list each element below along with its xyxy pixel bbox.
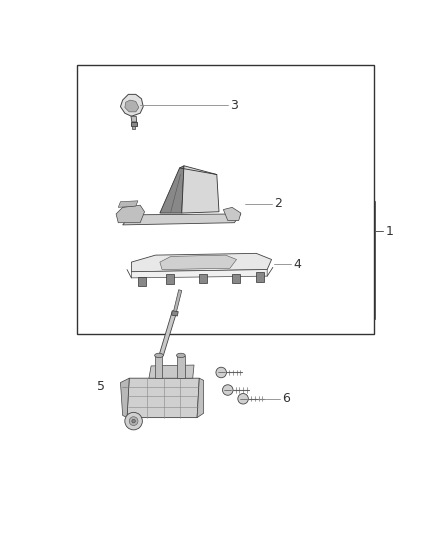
Text: 1: 1 [385, 225, 393, 238]
Polygon shape [131, 116, 137, 122]
Polygon shape [159, 312, 177, 356]
Circle shape [129, 417, 138, 425]
Bar [199, 273, 207, 283]
Bar [138, 277, 146, 286]
Bar [166, 274, 174, 284]
Polygon shape [149, 365, 194, 378]
Polygon shape [173, 290, 182, 313]
Polygon shape [116, 205, 145, 223]
Polygon shape [131, 122, 137, 126]
Polygon shape [223, 207, 241, 221]
Polygon shape [155, 356, 162, 378]
Circle shape [125, 413, 142, 430]
Polygon shape [177, 356, 185, 378]
Polygon shape [132, 126, 135, 128]
Text: 6: 6 [283, 392, 290, 405]
Circle shape [132, 419, 135, 423]
Text: 4: 4 [293, 258, 301, 271]
Polygon shape [182, 166, 219, 213]
Polygon shape [131, 270, 267, 278]
Polygon shape [120, 94, 143, 116]
Circle shape [238, 393, 248, 404]
Polygon shape [160, 255, 237, 270]
Polygon shape [118, 201, 138, 207]
Text: 5: 5 [97, 381, 105, 393]
Ellipse shape [177, 353, 185, 358]
Circle shape [216, 367, 226, 378]
Polygon shape [160, 166, 184, 213]
Polygon shape [131, 253, 272, 272]
Polygon shape [172, 311, 178, 316]
Polygon shape [123, 214, 241, 225]
Circle shape [223, 385, 233, 395]
Bar [232, 273, 240, 283]
Polygon shape [197, 378, 204, 418]
Polygon shape [127, 378, 199, 418]
Bar [256, 272, 264, 282]
Text: 3: 3 [230, 99, 238, 112]
Polygon shape [125, 100, 139, 112]
Polygon shape [120, 378, 129, 418]
Ellipse shape [155, 353, 163, 358]
Text: 2: 2 [274, 197, 282, 211]
Bar [77, 65, 374, 334]
